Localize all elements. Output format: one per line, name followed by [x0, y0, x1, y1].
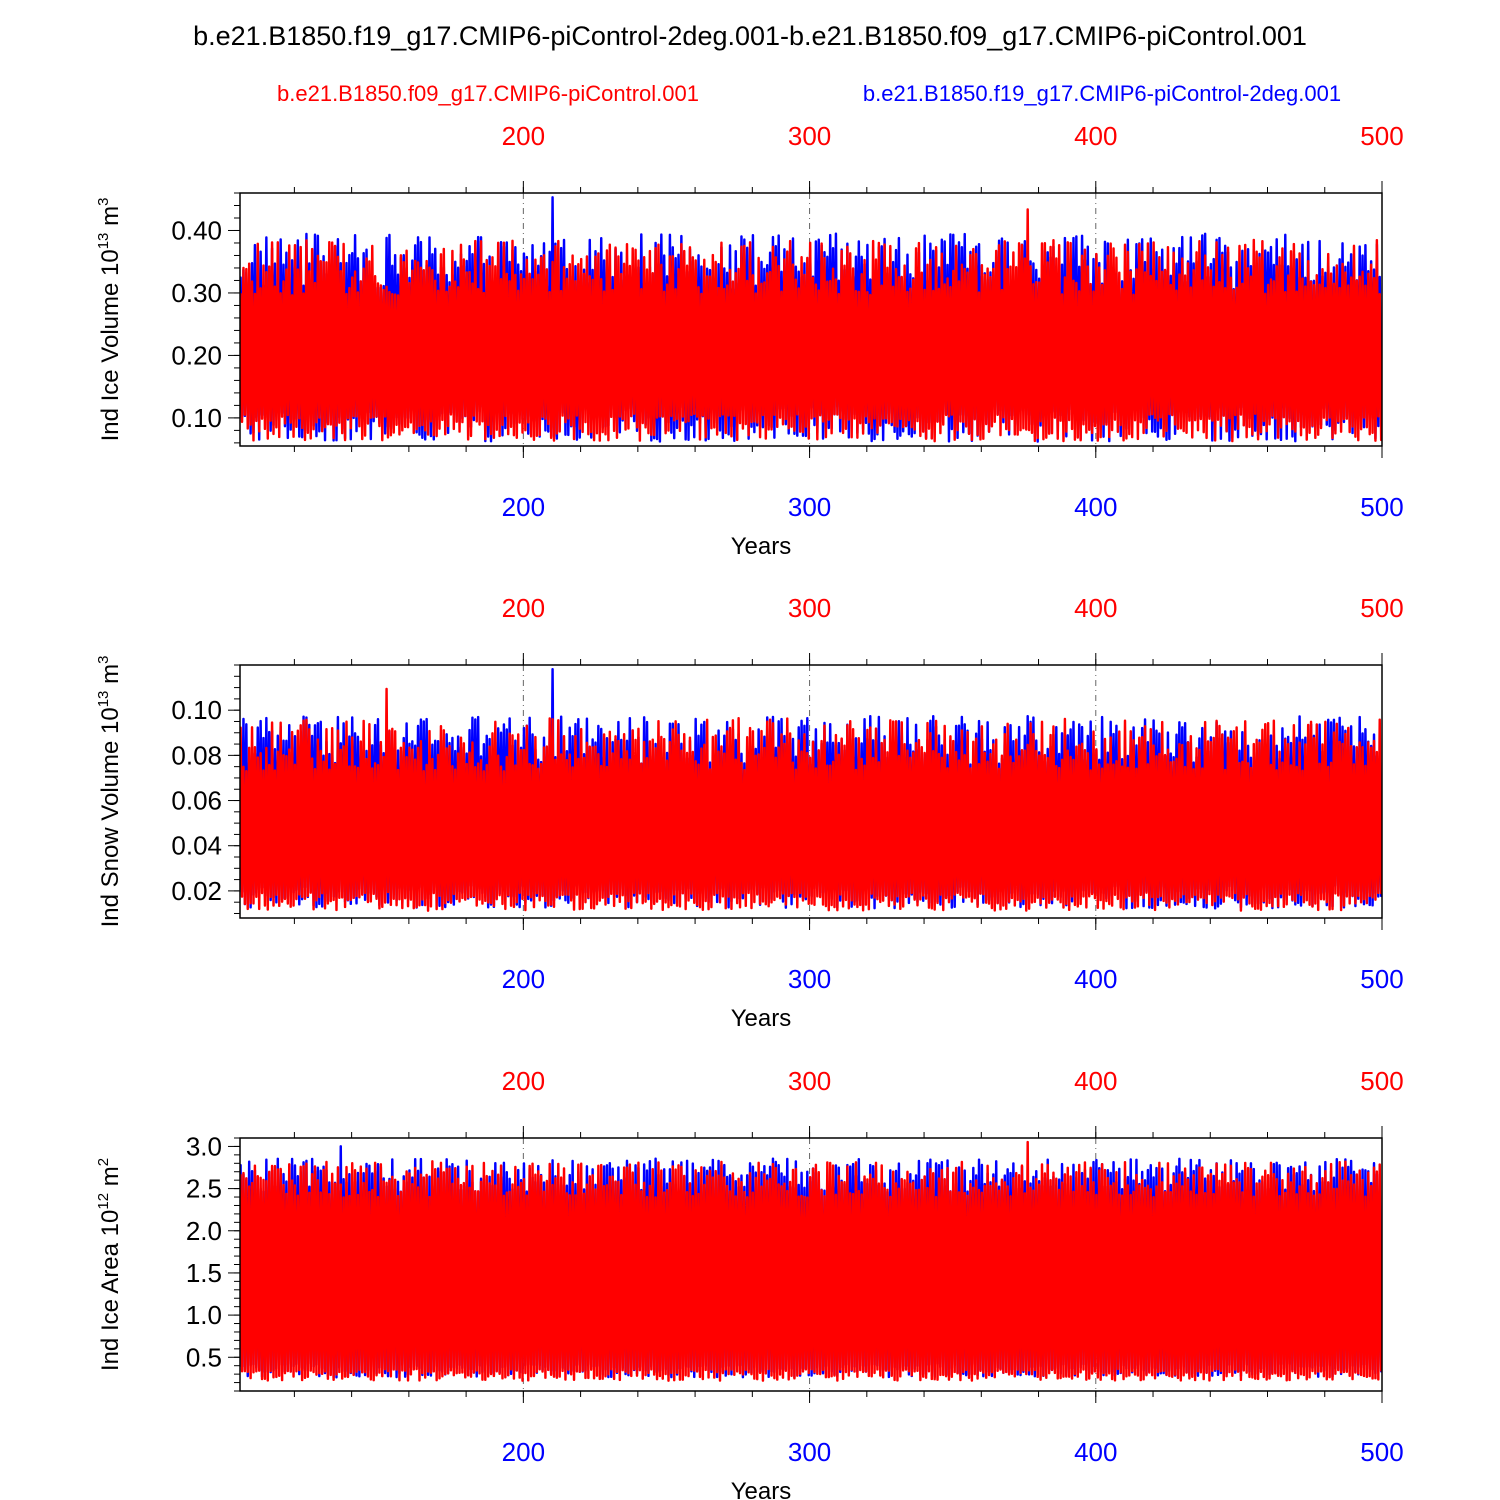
- y-axis-title-part: Ind Snow Volume 10: [97, 707, 124, 927]
- y-axis-title-part: Ind Ice Volume 10: [97, 249, 124, 441]
- y-tick-label: 2.0: [186, 1216, 222, 1246]
- x-tick-label-bottom: 200: [502, 964, 545, 994]
- x-tick-label-bottom: 200: [502, 492, 545, 522]
- x-tick-label-bottom: 400: [1074, 492, 1117, 522]
- y-tick-label: 0.5: [186, 1342, 222, 1372]
- y-tick-label: 0.20: [171, 340, 222, 370]
- x-tick-label-top: 500: [1360, 1066, 1403, 1096]
- x-tick-label-bottom: 500: [1360, 1437, 1403, 1467]
- legend-entry-case2: b.e21.B1850.f19_g17.CMIP6-piControl-2deg…: [863, 81, 1341, 106]
- y-tick-label: 0.40: [171, 215, 222, 245]
- y-tick-label: 0.06: [171, 786, 222, 816]
- panel-3: 0.5 1.0 1.5 2.0 2.5 3.0 200 200 300 300 400 400 500 5…: [95, 1066, 1404, 1500]
- x-tick-label-top: 500: [1360, 121, 1403, 151]
- x-tick-label-top: 500: [1360, 593, 1403, 623]
- y-axis-title: Ind Snow Volume 1013 m3: [95, 656, 124, 928]
- y-axis-title: Ind Ice Area 1012 m2: [95, 1158, 124, 1371]
- y-axis-title-part: Ind Ice Area 10: [97, 1210, 124, 1371]
- x-axis-title: Years: [731, 1005, 792, 1032]
- y-axis-title-part: 3: [95, 656, 112, 664]
- y-tick-label: 0.30: [171, 278, 222, 308]
- y-axis-title-part: 13: [95, 233, 112, 250]
- panel-1: 0.10 0.20 0.30 0.40 200 200 300 300 400 400 500 500…: [95, 121, 1404, 560]
- x-tick-label-bottom: 500: [1360, 492, 1403, 522]
- x-tick-label-top: 400: [1074, 121, 1117, 151]
- x-tick-label-top: 300: [788, 1066, 831, 1096]
- figure-title: b.e21.B1850.f19_g17.CMIP6-piControl-2deg…: [193, 21, 1307, 51]
- x-tick-label-bottom: 400: [1074, 964, 1117, 994]
- y-axis-title-part: 2: [95, 1158, 112, 1166]
- legend-entry-case1: b.e21.B1850.f09_g17.CMIP6-piControl.001: [277, 81, 699, 106]
- series-line-case1: [240, 208, 1382, 443]
- x-tick-label-bottom: 300: [788, 492, 831, 522]
- x-tick-label-top: 300: [788, 121, 831, 151]
- plot-frame: [239, 192, 1383, 447]
- series-line-case1: [240, 1140, 1382, 1382]
- y-tick-label: 1.0: [186, 1300, 222, 1330]
- y-axis-title-part: 13: [95, 691, 112, 708]
- series-line-case1: [240, 687, 1382, 912]
- x-tick-label-bottom: 300: [788, 1437, 831, 1467]
- y-tick-label: 0.02: [171, 876, 222, 906]
- x-tick-label-bottom: 400: [1074, 1437, 1117, 1467]
- y-tick-label: 0.04: [171, 831, 222, 861]
- x-tick-label-bottom: 200: [502, 1437, 545, 1467]
- x-tick-label-top: 400: [1074, 1066, 1117, 1096]
- y-axis-title-part: m: [97, 664, 124, 691]
- y-axis-title-part: m: [97, 206, 124, 233]
- y-tick-label: 0.10: [171, 695, 222, 725]
- x-axis-title: Years: [731, 1478, 792, 1500]
- y-axis-title-part: m: [97, 1166, 124, 1193]
- series-group: [240, 667, 1382, 912]
- y-tick-label: 2.5: [186, 1174, 222, 1204]
- series-group: [240, 1140, 1382, 1382]
- panels: 0.10 0.20 0.30 0.40 200 200 300 300 400 400 500 500…: [95, 121, 1404, 1500]
- y-tick-label: 0.08: [171, 740, 222, 770]
- plot-frame: [239, 664, 1383, 919]
- y-axis-title-part: 12: [95, 1193, 112, 1210]
- x-axis-title: Years: [731, 533, 792, 560]
- x-tick-label-top: 300: [788, 593, 831, 623]
- x-tick-label-bottom: 300: [788, 964, 831, 994]
- series-group: [240, 196, 1382, 443]
- x-tick-label-top: 200: [502, 121, 545, 151]
- y-tick-label: 3.0: [186, 1131, 222, 1161]
- x-tick-label-bottom: 500: [1360, 964, 1403, 994]
- y-axis-title: Ind Ice Volume 1013 m3: [95, 198, 124, 442]
- x-tick-label-top: 200: [502, 1066, 545, 1096]
- y-tick-label: 0.10: [171, 403, 222, 433]
- y-tick-label: 1.5: [186, 1258, 222, 1288]
- y-axis-title-part: 3: [95, 198, 112, 206]
- panel-2: 0.02 0.04 0.06 0.08 0.10 200 200 300 300 400 400 50…: [95, 593, 1404, 1032]
- x-tick-label-top: 400: [1074, 593, 1117, 623]
- x-tick-label-top: 200: [502, 593, 545, 623]
